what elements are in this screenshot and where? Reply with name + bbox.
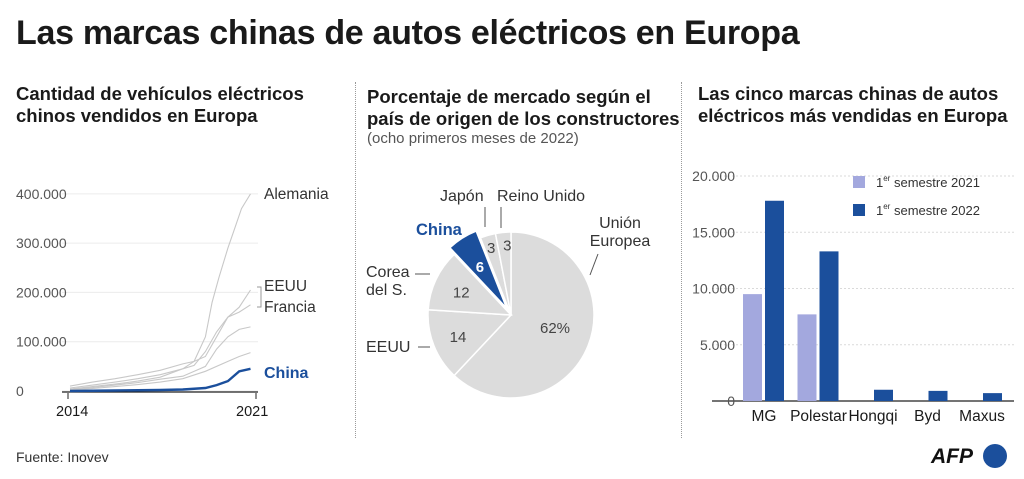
pie-value-label-0: 62% — [540, 320, 570, 337]
bar-ytick-label-3: 15.000 — [692, 224, 735, 240]
legend-label-0: 1er semestre 2021 — [876, 174, 980, 190]
pie-slice-3 — [448, 230, 508, 309]
pie-label-japon: Japón — [440, 188, 484, 205]
leader-eeuu-francia — [257, 286, 262, 308]
series-label-eeuu: EEUU — [264, 278, 307, 295]
right-panel-title: Las cinco marcas chinas de autos eléctri… — [698, 83, 1008, 127]
middle-title-line-1: Porcentaje de mercado según el — [367, 86, 651, 107]
right-title-line-2: eléctricos más vendidas en Europa — [698, 105, 1008, 126]
bar-ytick-label-4: 20.000 — [692, 168, 735, 184]
ytick-label-2: 200.000 — [16, 284, 67, 300]
bar-mg-1 — [765, 200, 784, 401]
legend-label-1: 1er semestre 2022 — [876, 202, 980, 218]
left-title-line-1: Cantidad de vehículos eléctricos — [16, 83, 304, 104]
xtick-label-0: 2014 — [56, 404, 88, 420]
bar-ytick-label-1: 5.000 — [700, 337, 735, 353]
middle-panel-subtitle: (ocho primeros meses de 2022) — [367, 130, 579, 147]
series-line-4 — [69, 352, 251, 391]
series-line-0 — [69, 193, 251, 390]
bar-ytick-label-2: 10.000 — [692, 281, 735, 297]
bar-polestar-1 — [819, 251, 839, 401]
pie-label-eeuu: EEUU — [366, 339, 410, 356]
series-line-3 — [69, 326, 251, 391]
middle-title-line-2: país de origen de los constructores — [367, 108, 680, 129]
pie-value-label-4: 3 — [487, 240, 495, 257]
legend-swatch-0 — [853, 176, 865, 188]
pie-slice-0 — [453, 231, 595, 399]
line-chart: 0 100.000 200.000 300.000 400.000 2014 2021 Ale… — [16, 186, 329, 420]
bar-category-label-3: Byd — [914, 408, 941, 425]
bar-hongqi-1 — [874, 389, 893, 401]
pie-value-label-5: 3 — [503, 237, 511, 254]
series-line-5 — [69, 367, 251, 393]
main-title: Las marcas chinas de autos eléctricos en… — [16, 14, 800, 52]
pie-label-reino-unido: Reino Unido — [497, 188, 585, 205]
pie-value-label-2: 12 — [453, 285, 470, 302]
series-line-1 — [69, 289, 251, 387]
pie-value-label-1: 14 — [450, 329, 467, 346]
pie-slice-5 — [494, 231, 512, 316]
left-panel-title: Cantidad de vehículos eléctricos chinos … — [16, 83, 304, 127]
pie-label-china: China — [416, 221, 463, 239]
pie-label-ue: Unión Europea — [590, 215, 651, 250]
divider-left — [355, 82, 356, 438]
middle-panel-title: Porcentaje de mercado según el país de o… — [367, 86, 680, 130]
ytick-label-4: 400.000 — [16, 186, 67, 202]
divider-right — [681, 82, 682, 438]
series-label-francia: Francia — [264, 299, 316, 316]
bar-polestar-0 — [797, 314, 817, 401]
series-label-china: China — [264, 365, 309, 382]
bar-category-label-4: Maxus — [959, 408, 1005, 425]
series-line-2 — [69, 304, 251, 389]
left-title-line-2: chinos vendidos en Europa — [16, 105, 258, 126]
bar-ytick-label-0: 0 — [727, 393, 735, 409]
bar-mg-0 — [743, 294, 762, 401]
pie-slice-2 — [427, 253, 513, 316]
bar-byd-1 — [928, 390, 948, 401]
bar-chart: 0 5.000 10.000 15.000 20.000 MG Polestar Hongqi… — [692, 168, 1014, 425]
pie-slice-1 — [427, 308, 513, 377]
ytick-label-0: 0 — [16, 383, 24, 399]
ytick-label-3: 300.000 — [16, 235, 67, 251]
legend-swatch-1 — [853, 204, 865, 216]
afp-logo-circle — [983, 444, 1007, 468]
source-note: Fuente: Inovev — [16, 449, 109, 465]
leader-ue — [589, 253, 599, 276]
pie-value-label-3: 6 — [476, 259, 484, 276]
ytick-label-1: 100.000 — [16, 334, 67, 350]
bar-category-label-0: MG — [752, 408, 777, 425]
afp-logo-text: AFP — [930, 445, 974, 468]
pie-label-corea: Corea del S. — [366, 264, 410, 299]
bar-category-label-2: Hongqi — [848, 408, 897, 425]
bar-maxus-1 — [983, 393, 1002, 401]
right-title-line-1: Las cinco marcas chinas de autos — [698, 83, 999, 104]
bar-category-label-1: Polestar — [790, 408, 847, 425]
afp-logo: AFP — [930, 444, 1007, 468]
xtick-label-1: 2021 — [236, 404, 268, 420]
series-label-alemania: Alemania — [264, 186, 329, 203]
